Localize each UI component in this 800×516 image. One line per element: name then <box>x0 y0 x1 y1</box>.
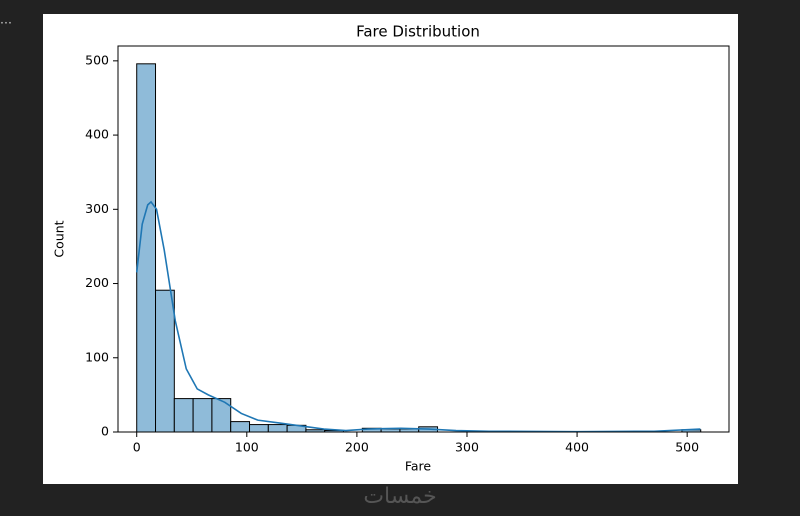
x-tick-label: 0 <box>133 440 141 455</box>
y-tick-label: 200 <box>85 275 109 290</box>
watermark: خمسات <box>363 484 436 509</box>
axes-frame <box>117 45 730 433</box>
x-tick-label: 300 <box>455 440 479 455</box>
plot-area: 0 100 200 300 400 500 0 100 200 300 400 500 <box>85 52 702 455</box>
x-tick-label: 500 <box>675 440 699 455</box>
histogram-bar <box>230 421 251 433</box>
y-tick-label: 300 <box>85 201 109 216</box>
histogram-bar <box>173 398 194 433</box>
histogram-bar <box>249 424 269 433</box>
x-tick-label: 200 <box>345 440 369 455</box>
chart-title: Fare Distribution <box>356 23 480 41</box>
y-tick-label: 100 <box>85 349 109 364</box>
y-tick-label: 500 <box>85 52 109 67</box>
y-axis-label: Count <box>52 220 67 257</box>
histogram-bar <box>192 398 213 433</box>
menu-dots[interactable]: ... <box>0 12 12 27</box>
x-axis-label: Fare <box>405 459 432 474</box>
histogram-bar <box>155 289 175 433</box>
y-tick-label: 400 <box>85 127 109 142</box>
histogram-bar <box>267 424 288 433</box>
x-tick-label: 400 <box>565 440 589 455</box>
kde-line <box>135 200 701 433</box>
y-tick-label: 0 <box>101 424 109 439</box>
x-tick-label: 100 <box>235 440 259 455</box>
